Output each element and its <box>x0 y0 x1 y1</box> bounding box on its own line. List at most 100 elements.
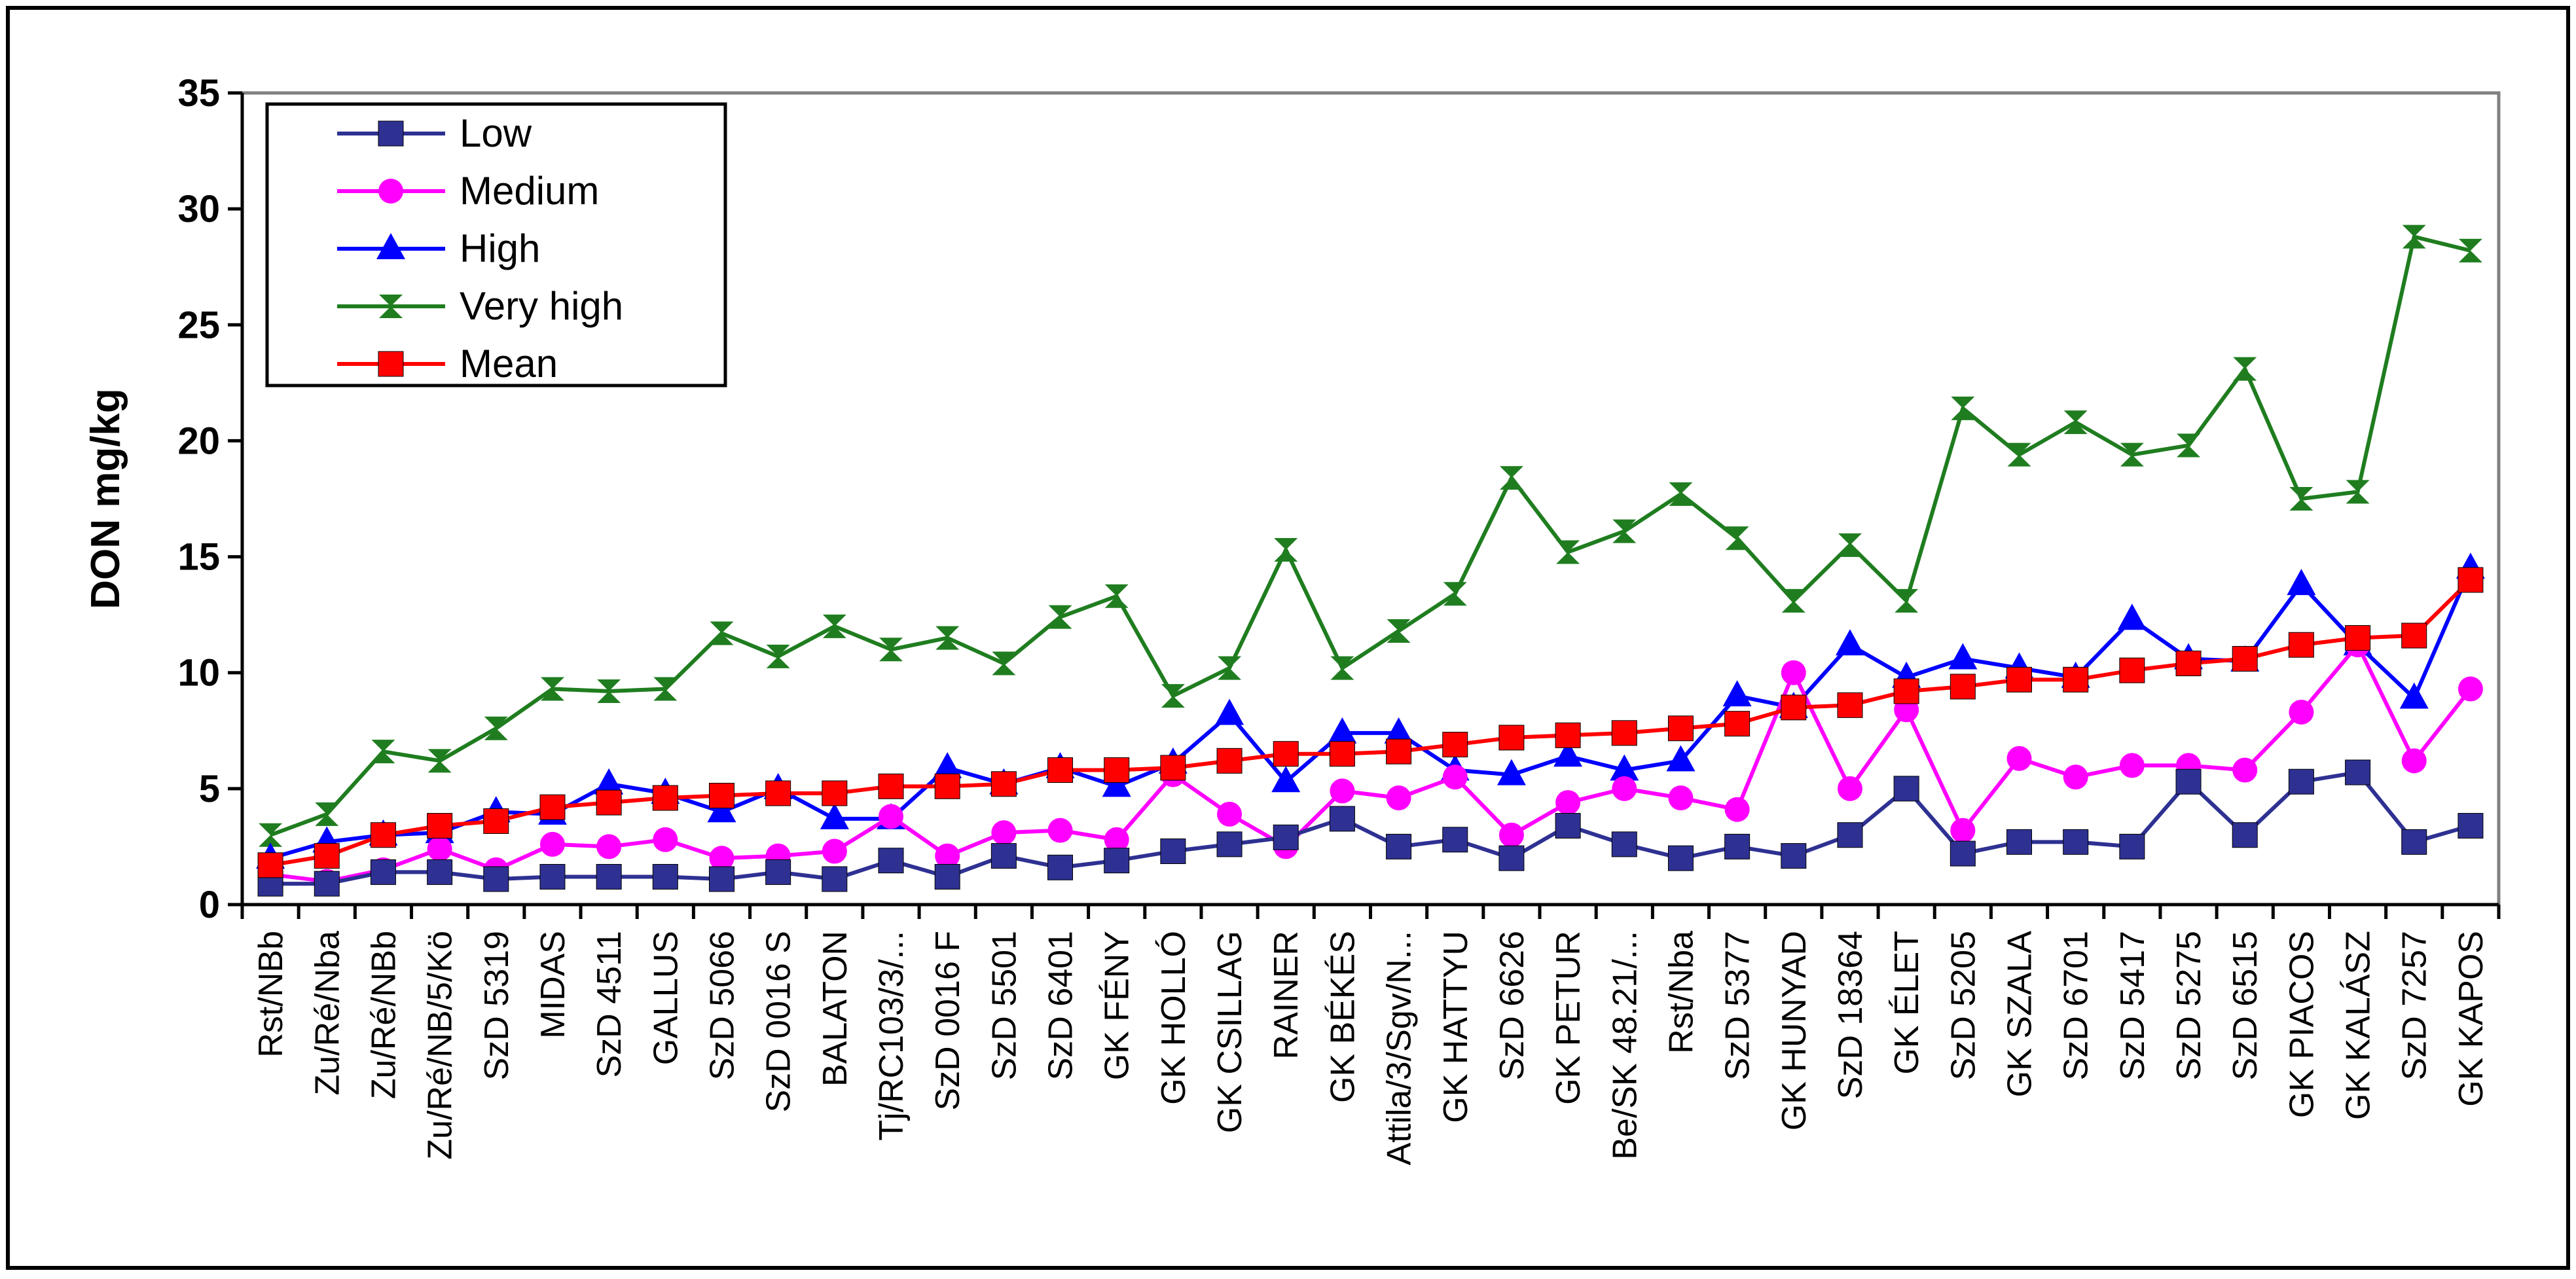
data-point <box>710 621 734 645</box>
x-tick-label: SzD 6515 <box>2226 931 2264 1080</box>
data-point <box>2345 759 2371 785</box>
data-point <box>1273 741 1299 767</box>
data-point <box>1612 776 1637 801</box>
x-tick-label: GK KAPOS <box>2452 931 2490 1107</box>
data-point <box>990 843 1017 869</box>
legend-item: High <box>337 226 540 270</box>
legend-marker <box>378 179 403 204</box>
data-point <box>1443 582 1467 606</box>
x-tick-label: MIDAS <box>534 931 572 1039</box>
x-tick-label: SzD 18364 <box>1832 931 1870 1099</box>
data-point <box>2006 666 2033 693</box>
series-line <box>270 567 2473 861</box>
data-point <box>1216 831 1243 857</box>
data-point <box>1497 759 1526 785</box>
data-point <box>1725 526 1749 550</box>
data-point <box>990 771 1017 797</box>
data-point <box>822 780 848 806</box>
data-point <box>1274 537 1298 562</box>
data-point <box>2289 487 2313 511</box>
legend-marker <box>379 295 403 318</box>
data-point <box>822 866 848 892</box>
data-point <box>1835 629 1864 656</box>
x-tick-label: GK SZALA <box>2001 931 2039 1098</box>
data-point <box>1048 605 1072 629</box>
x-tick-label: GK PIACOS <box>2283 931 2321 1118</box>
data-point <box>1781 843 1807 869</box>
data-point <box>596 834 622 859</box>
data-point <box>1499 466 1523 490</box>
data-point <box>820 802 849 829</box>
data-point <box>483 808 509 834</box>
data-point <box>596 863 622 890</box>
x-tick-label: GK HATTYU <box>1437 931 1475 1123</box>
data-point <box>1668 785 1694 811</box>
data-point <box>2233 357 2257 381</box>
x-tick-label: SzD 6401 <box>1042 931 1080 1080</box>
y-tick-label: 30 <box>177 188 220 230</box>
data-point <box>2006 829 2033 855</box>
data-point <box>539 794 566 820</box>
data-point <box>314 871 340 897</box>
data-point <box>1273 824 1299 850</box>
series-layer <box>256 225 2485 897</box>
x-tick-label: SzD 5501 <box>985 931 1023 1080</box>
data-point <box>1329 806 1355 832</box>
data-point <box>1047 854 1074 880</box>
legend-marker <box>378 351 404 377</box>
data-point <box>1386 738 1412 765</box>
data-point <box>1611 831 1637 857</box>
y-axis-title: DON mg/kg <box>83 388 128 609</box>
data-point <box>992 651 1016 676</box>
data-point <box>822 838 847 864</box>
data-point <box>1498 845 1525 871</box>
x-tick-label: Attila/3/Sgv/N... <box>1381 931 1419 1165</box>
data-point <box>315 802 339 826</box>
series-line <box>270 643 2473 884</box>
data-point <box>1893 678 1919 704</box>
legend-item: Mean <box>337 342 558 386</box>
data-point <box>2401 829 2427 855</box>
data-point <box>2345 625 2371 651</box>
x-tick-label: GK FÉNY <box>1098 931 1136 1080</box>
data-point <box>2402 225 2426 249</box>
data-point <box>2401 622 2427 649</box>
x-tick-label: SzD 5377 <box>1719 931 1757 1080</box>
data-point <box>1722 680 1752 707</box>
data-point <box>1216 748 1243 774</box>
x-tick-label: SzD 4511 <box>590 931 628 1078</box>
data-point <box>2232 757 2258 783</box>
legend-label: High <box>460 226 540 270</box>
data-point <box>879 804 904 829</box>
data-point <box>539 863 566 890</box>
data-point <box>707 796 736 823</box>
y-tick-label: 35 <box>177 72 220 115</box>
x-tick-label: SzD 5319 <box>478 931 516 1080</box>
data-point <box>1556 540 1580 564</box>
data-point <box>1555 813 1581 839</box>
data-point <box>2289 699 2314 725</box>
data-point <box>1330 656 1354 680</box>
data-point <box>2458 676 2483 702</box>
x-tick-label: SzD 6701 <box>2058 931 2095 1080</box>
data-point <box>1893 776 1919 802</box>
legend-item: Very high <box>337 284 623 328</box>
data-point <box>370 822 396 848</box>
y-tick-label: 0 <box>199 884 220 926</box>
data-point <box>2288 632 2314 658</box>
data-point <box>991 820 1017 846</box>
data-point <box>1160 838 1186 865</box>
data-point <box>1215 698 1244 725</box>
x-tick-label: SzD 5275 <box>2170 931 2208 1080</box>
data-point <box>2346 480 2370 504</box>
series-line <box>270 578 2473 867</box>
data-point <box>2401 748 2427 774</box>
x-tick-label: RAINER <box>1267 931 1305 1059</box>
data-point <box>427 859 453 885</box>
x-tick-label: GK ÉLET <box>1888 931 1926 1075</box>
y-tick-label: 5 <box>199 768 220 810</box>
legend-item: Medium <box>337 169 599 213</box>
data-point <box>597 679 621 704</box>
